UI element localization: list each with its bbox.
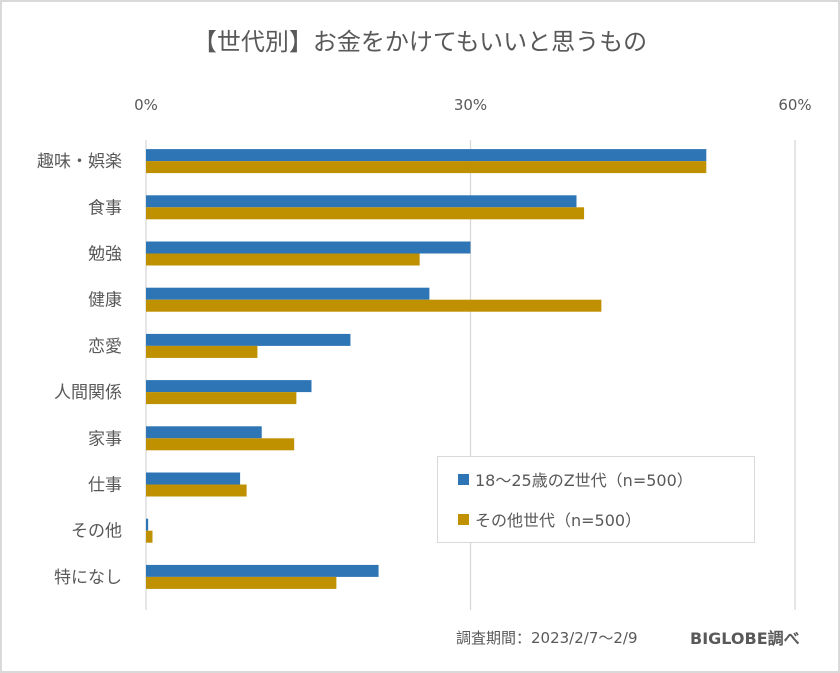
category-label: 趣味・娯楽 (37, 152, 122, 172)
category-label: 勉強 (88, 245, 122, 265)
chart-title: 【世代別】お金をかけてもいいと思うもの (192, 28, 648, 56)
category-label: 食事 (88, 198, 122, 218)
bar-other-generation (146, 530, 153, 543)
legend-item-z-generation: 18〜25歳のZ世代（n=500） (458, 467, 693, 491)
survey-period: 調査期間：2023/2/7〜2/9 (456, 629, 638, 647)
category-label: 仕事 (88, 476, 122, 496)
bar-z-generation (146, 426, 262, 439)
bar-other-generation (146, 484, 247, 497)
bar-other-generation (146, 207, 585, 220)
x-tick-label: 30% (454, 96, 487, 114)
bar-z-generation (146, 472, 241, 485)
bar-z-generation (146, 380, 312, 393)
bar-other-generation (146, 253, 420, 266)
legend-swatch-other-generation (458, 513, 469, 525)
bar-z-generation (146, 518, 149, 531)
bar-other-generation (146, 576, 337, 589)
legend-swatch-z-generation (458, 473, 469, 485)
legend: 18〜25歳のZ世代（n=500） その他世代（n=500） (437, 456, 755, 543)
legend-item-other-generation: その他世代（n=500） (458, 507, 641, 531)
bar-z-generation (146, 564, 379, 577)
x-tick-label: 60% (778, 96, 811, 114)
legend-label-z-generation: 18〜25歳のZ世代（n=500） (475, 471, 693, 490)
bar-z-generation (146, 195, 577, 208)
category-label: 恋愛 (88, 336, 122, 357)
category-label: その他 (71, 522, 122, 542)
category-label: 健康 (88, 291, 122, 311)
bar-other-generation (146, 392, 297, 405)
bar-other-generation (146, 438, 295, 451)
bar-z-generation (146, 287, 430, 300)
category-label: 特になし (54, 568, 122, 588)
source-credit: BIGLOBE調べ (690, 629, 800, 648)
x-tick-label: 0% (134, 96, 158, 114)
bar-other-generation (146, 299, 602, 312)
legend-label-other-generation: その他世代（n=500） (475, 511, 642, 530)
bar-z-generation (146, 241, 471, 254)
bar-z-generation (146, 333, 351, 346)
category-label: 家事 (88, 429, 122, 449)
bar-other-generation (146, 345, 258, 358)
category-label: 人間関係 (54, 383, 122, 403)
bar-z-generation (146, 149, 707, 162)
bar-other-generation (146, 161, 707, 174)
